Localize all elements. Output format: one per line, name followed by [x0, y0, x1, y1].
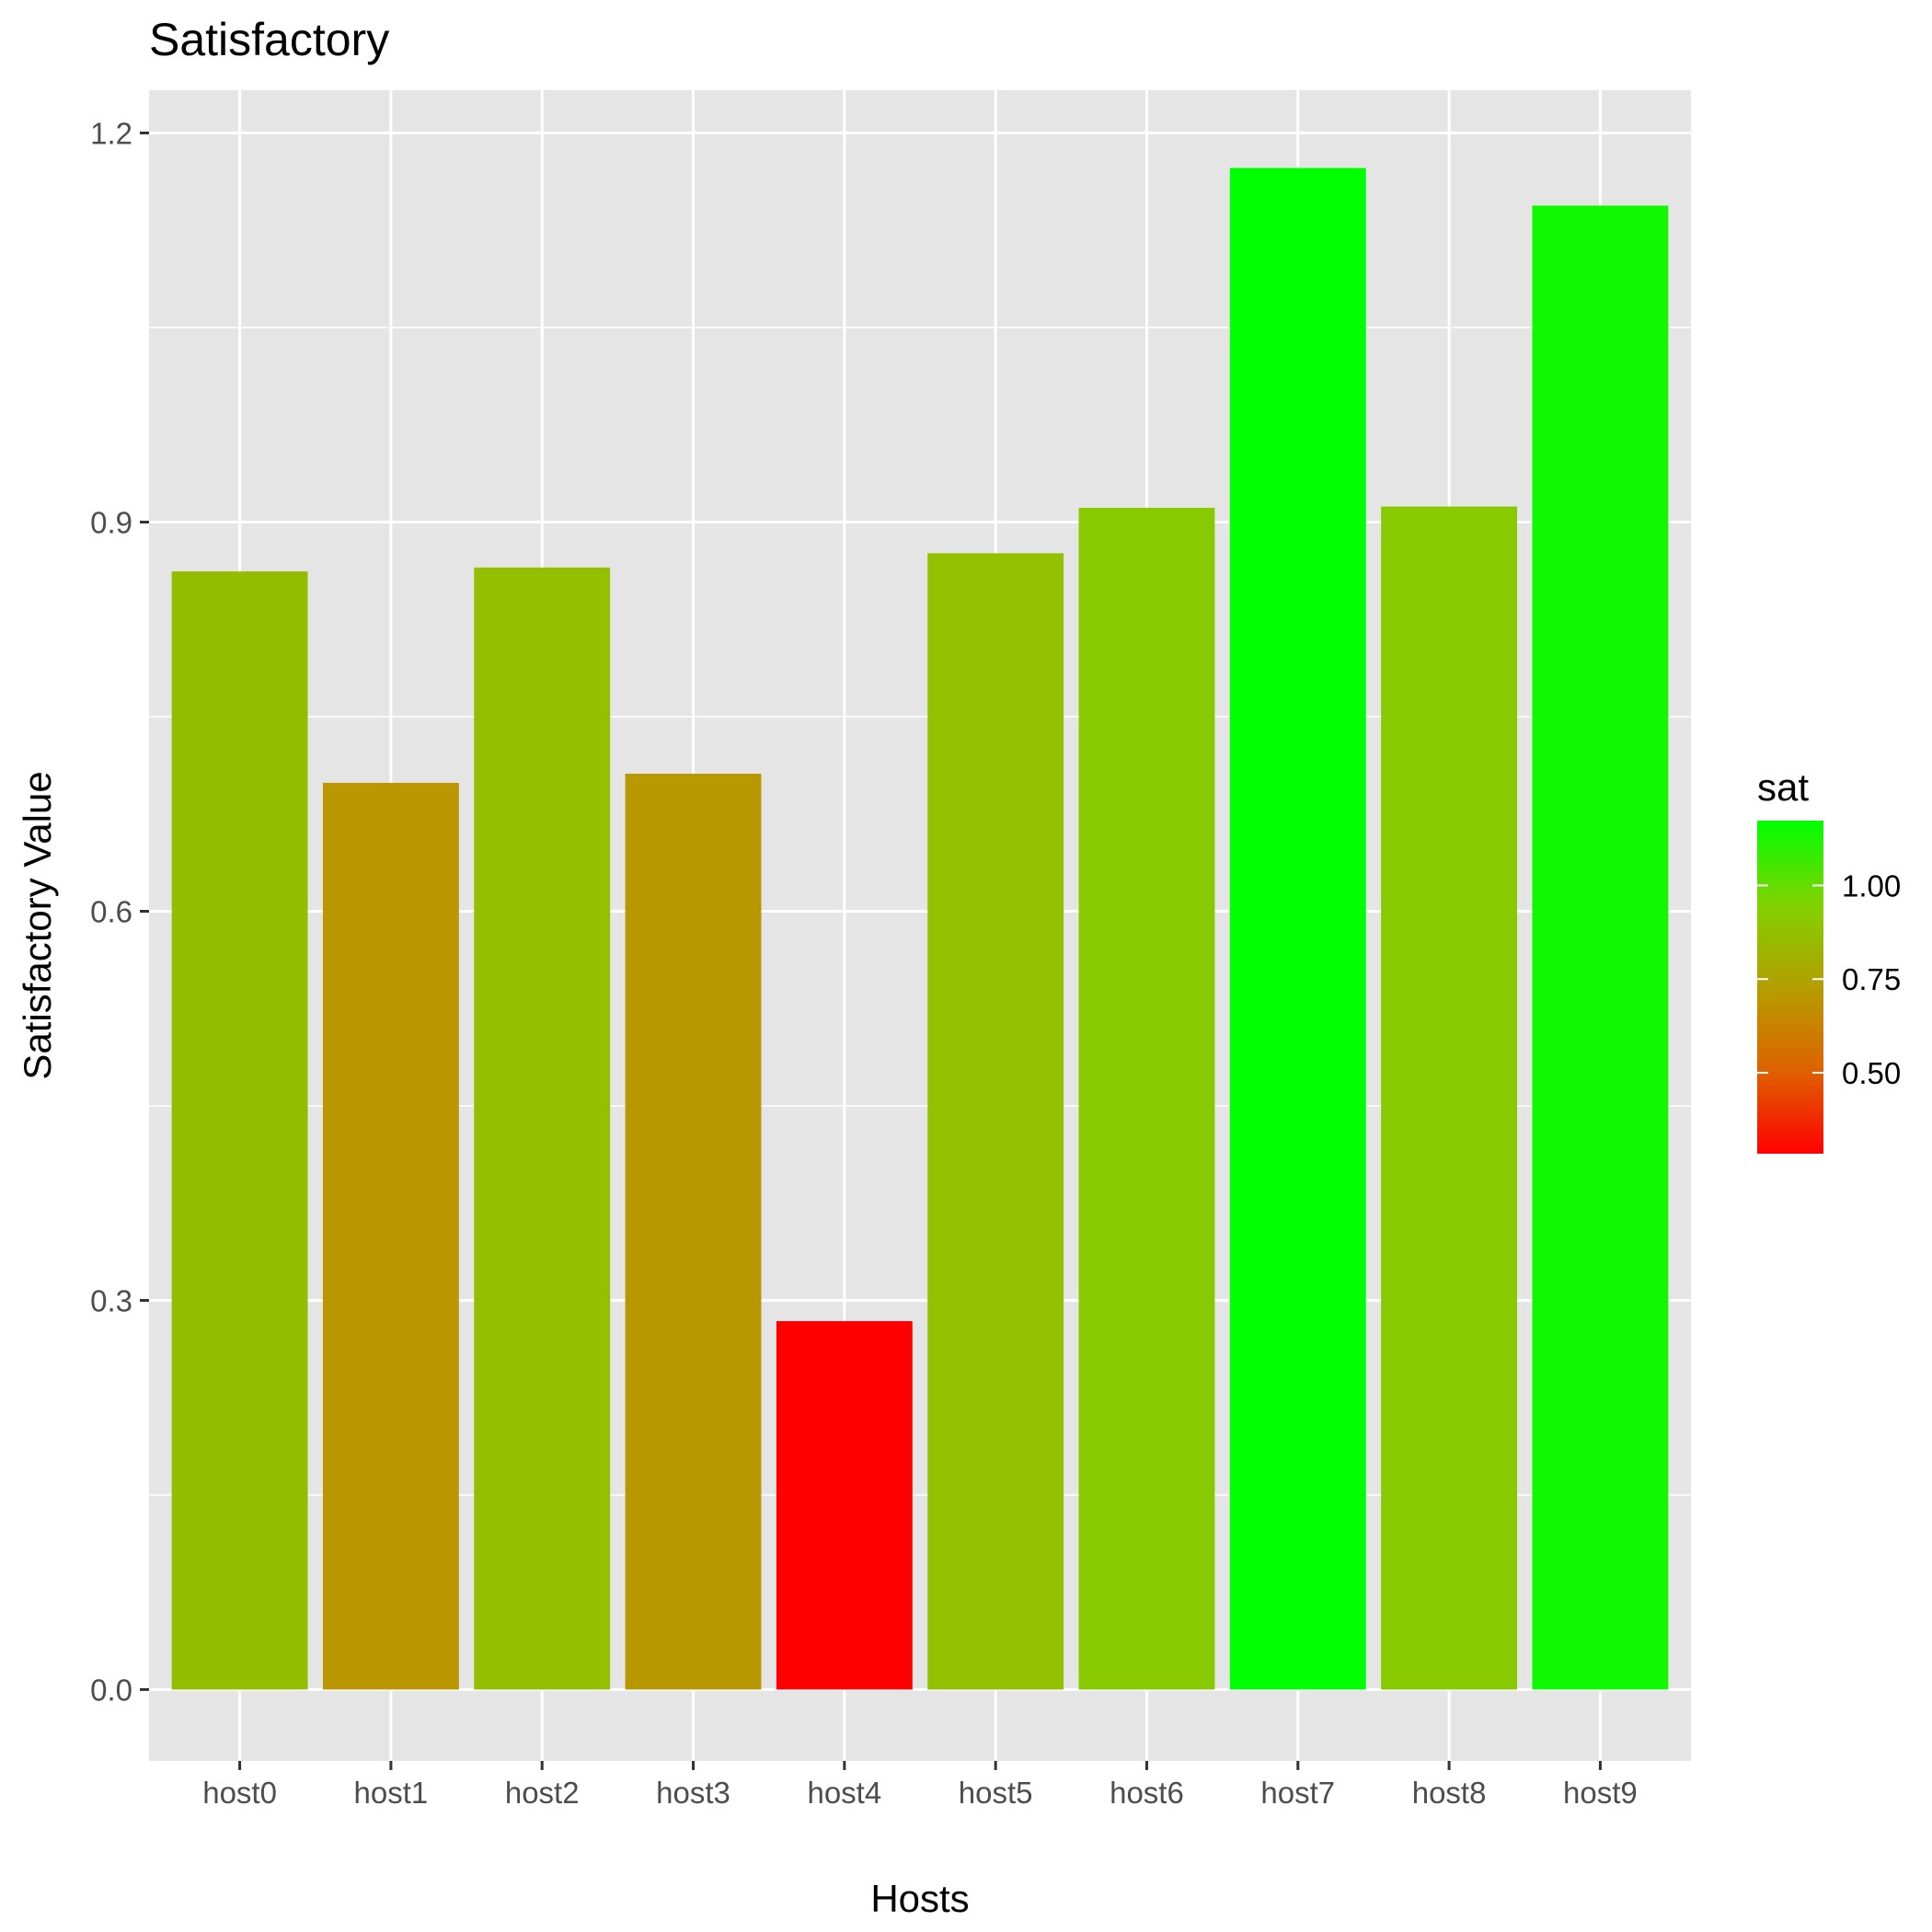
- chart-title: Satisfactory: [149, 14, 389, 65]
- colorbar: [1757, 821, 1823, 1154]
- bar-host1: [322, 782, 459, 1690]
- x-tick-label: host9: [1563, 1776, 1638, 1810]
- bar-host0: [171, 571, 308, 1690]
- y-tick-label: 0.0: [90, 1673, 132, 1707]
- x-tick-label: host4: [807, 1776, 881, 1810]
- x-axis-title: Hosts: [870, 1877, 969, 1920]
- bar-host3: [625, 774, 762, 1690]
- bar-host5: [927, 553, 1064, 1690]
- bar-host2: [474, 567, 611, 1690]
- y-tick-label: 1.2: [90, 117, 132, 151]
- y-axis: 0.0 0.3 0.6 0.9 1.2: [90, 117, 149, 1707]
- y-tick-label: 0.6: [90, 894, 132, 928]
- x-tick-label: host0: [202, 1776, 277, 1810]
- y-axis-title: Satisfactory Value: [16, 771, 59, 1079]
- x-tick-label: host7: [1260, 1776, 1335, 1810]
- colorbar-tick-label: 0.50: [1842, 1056, 1901, 1090]
- colorbar-tick-label: 1.00: [1842, 868, 1901, 903]
- bar-host4: [776, 1321, 913, 1690]
- x-tick-label: host6: [1110, 1776, 1184, 1810]
- bar-host6: [1078, 508, 1215, 1690]
- bar-host8: [1381, 506, 1518, 1690]
- y-tick-label: 0.9: [90, 506, 132, 540]
- bars: [171, 167, 1669, 1690]
- color-legend: sat 0.50 0.75 1.00: [1757, 765, 1901, 1154]
- x-tick-label: host8: [1412, 1776, 1487, 1810]
- x-axis: host0 host1 host2 host3 host4 host5 host6 host7…: [202, 1761, 1638, 1810]
- x-tick-label: host3: [656, 1776, 730, 1810]
- bar-host9: [1532, 205, 1669, 1690]
- x-tick-label: host2: [505, 1776, 580, 1810]
- bar-host7: [1229, 167, 1366, 1690]
- x-tick-label: host1: [354, 1776, 429, 1810]
- y-tick-label: 0.3: [90, 1283, 132, 1317]
- colorbar-tick-label: 0.75: [1842, 962, 1901, 996]
- x-tick-label: host5: [959, 1776, 1033, 1810]
- legend-title: sat: [1757, 765, 1809, 809]
